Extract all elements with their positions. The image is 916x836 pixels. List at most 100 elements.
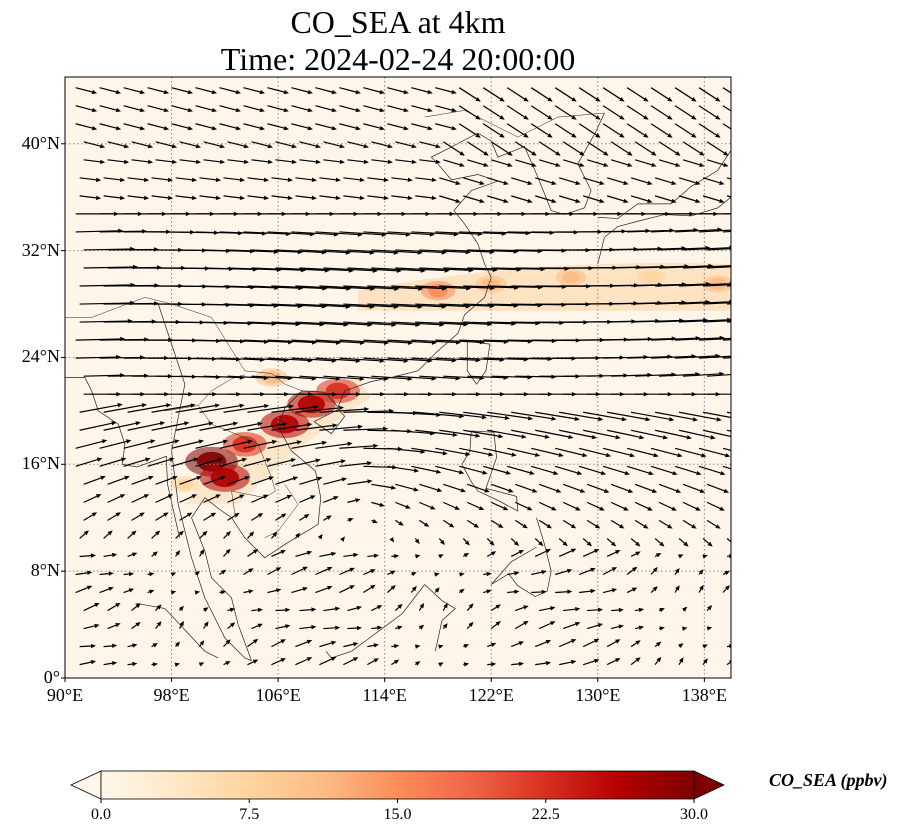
- wind-arrow: [179, 495, 193, 503]
- wind-arrow: [610, 519, 621, 527]
- wind-arrow: [171, 87, 189, 93]
- wind-arrow: [295, 552, 308, 558]
- wind-arrow: [315, 587, 329, 594]
- wind-arrow: [631, 319, 680, 323]
- wind-arrowhead: [367, 479, 373, 484]
- wind-arrowhead: [187, 107, 194, 113]
- wind-arrow: [99, 105, 117, 111]
- coastline: [157, 303, 252, 661]
- wind-arrowhead: [152, 643, 158, 648]
- wind-arrowhead: [393, 643, 400, 649]
- wind-arrow: [466, 519, 476, 526]
- wind-arrow: [391, 411, 437, 416]
- wind-arrowhead: [603, 162, 609, 167]
- wind-arrow: [227, 375, 264, 379]
- wind-arrowhead: [83, 530, 89, 536]
- wind-arrow: [606, 429, 640, 438]
- wind-arrowhead: [241, 457, 248, 463]
- wind-arrow: [627, 356, 668, 359]
- wind-arrow: [651, 355, 692, 359]
- wind-arrowhead: [623, 198, 629, 203]
- wind-arrow: [227, 609, 231, 612]
- wind-arrowhead: [331, 125, 337, 131]
- wind-arrow: [371, 606, 379, 612]
- wind-arrow: [658, 501, 673, 510]
- wind-arrow: [299, 516, 306, 521]
- wind-arrow: [487, 411, 529, 419]
- wind-arrowhead: [527, 198, 533, 203]
- wind-arrowhead: [167, 195, 174, 201]
- wind-arrowhead: [505, 470, 512, 475]
- wind-arrowhead: [147, 143, 154, 149]
- wind-arrowhead: [463, 552, 470, 558]
- wind-arrowhead: [599, 506, 605, 511]
- wind-arrow: [243, 339, 289, 343]
- wind-arrowhead: [635, 541, 641, 547]
- wind-arrowhead: [282, 422, 288, 427]
- wind-arrowhead: [424, 522, 430, 527]
- wind-arrow: [411, 447, 443, 454]
- country-border: [198, 390, 212, 406]
- wind-arrowhead: [551, 506, 557, 511]
- wind-arrow: [419, 249, 466, 253]
- wind-arrow: [99, 573, 109, 576]
- wind-arrowhead: [373, 658, 379, 663]
- wind-arrow: [507, 465, 531, 474]
- wind-arrow: [175, 533, 181, 539]
- wind-arrow: [654, 660, 659, 666]
- wind-arrow: [339, 462, 368, 467]
- wind-arrow: [147, 87, 165, 93]
- wind-arrowhead: [95, 177, 102, 183]
- wind-arrowhead: [499, 115, 505, 120]
- wind-arrowhead: [99, 159, 106, 164]
- wind-arrowhead: [327, 585, 333, 591]
- wind-arrow: [395, 519, 400, 524]
- wind-arrow: [459, 231, 502, 235]
- wind-arrowhead: [659, 541, 665, 547]
- wind-arrow: [534, 550, 547, 558]
- wind-arrowhead: [90, 659, 96, 665]
- wind-arrowhead: [479, 198, 485, 203]
- wind-arrow: [635, 609, 640, 612]
- wind-arrow: [315, 460, 342, 467]
- wind-arrowhead: [124, 475, 130, 480]
- wind-arrow: [243, 570, 250, 576]
- wind-arrow: [483, 357, 524, 361]
- wind-arrowhead: [280, 550, 286, 555]
- wind-arrowhead: [359, 195, 365, 201]
- wind-arrowhead: [518, 641, 525, 646]
- wind-arrow: [291, 231, 334, 236]
- wind-arrow: [127, 422, 161, 431]
- wind-arrowhead: [94, 623, 100, 629]
- wind-arrow: [463, 195, 481, 202]
- wind-arrowhead: [155, 530, 161, 536]
- wind-arrowhead: [590, 588, 596, 594]
- wind-arrowhead: [571, 659, 577, 665]
- wind-arrowhead: [244, 476, 250, 481]
- wind-arrowhead: [359, 177, 365, 183]
- wind-arrowhead: [171, 143, 178, 149]
- wind-arrow: [83, 477, 102, 485]
- wind-arrowhead: [698, 569, 704, 575]
- wind-arrowhead: [415, 661, 421, 666]
- wind-arrowhead: [615, 658, 621, 663]
- wind-arrow: [411, 123, 429, 129]
- wind-arrowhead: [623, 180, 629, 185]
- wind-arrowhead: [280, 658, 286, 663]
- wind-arrow: [578, 123, 597, 136]
- wind-arrow: [251, 609, 259, 612]
- wind-arrow: [634, 519, 645, 527]
- wind-arrowhead: [331, 640, 337, 646]
- wind-arrow: [147, 591, 150, 594]
- wind-arrow: [602, 589, 613, 594]
- wind-arrow: [227, 249, 274, 253]
- wind-arrowhead: [702, 644, 708, 649]
- wind-arrowhead: [442, 450, 448, 456]
- wind-arrowhead: [575, 198, 581, 203]
- wind-arrow: [291, 460, 317, 467]
- wind-arrow: [179, 141, 197, 147]
- wind-arrowhead: [203, 621, 209, 627]
- wind-arrow: [487, 644, 492, 648]
- wind-arrowhead: [611, 567, 618, 572]
